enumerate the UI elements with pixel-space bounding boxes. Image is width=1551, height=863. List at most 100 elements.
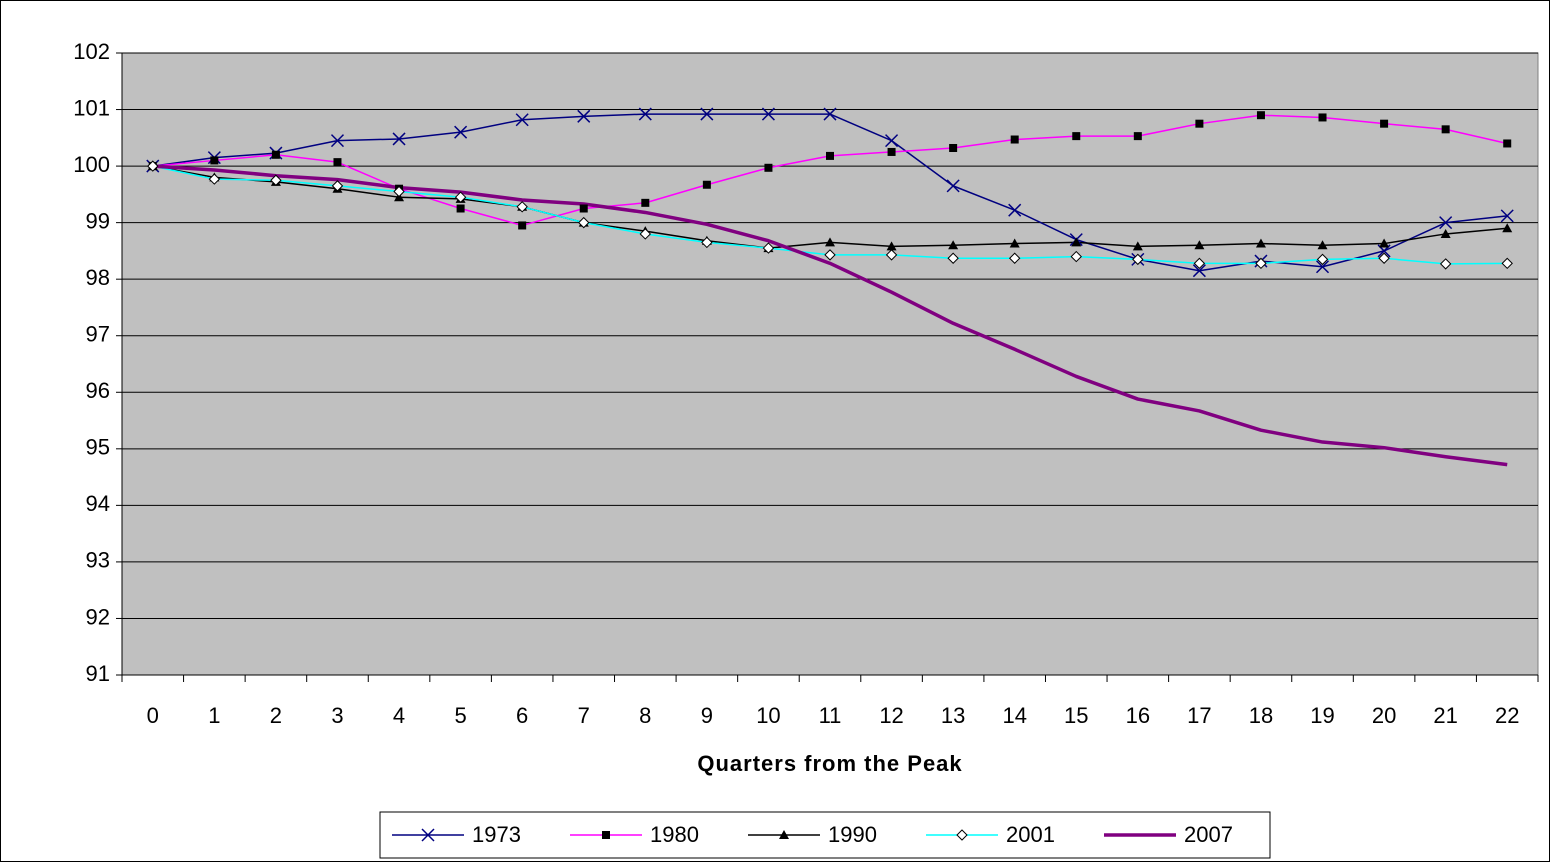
marker [701,236,713,249]
x-tick-label: 1 [208,703,220,728]
y-tick-label: 92 [86,604,110,629]
x-tick-label: 14 [1002,703,1026,728]
y-tick-label: 93 [86,548,110,573]
marker [1256,111,1265,120]
marker [948,240,959,250]
marker [1378,252,1390,264]
marker [641,198,650,207]
marker [578,216,590,229]
x-tick-label: 15 [1064,703,1088,728]
marker [1195,119,1204,128]
marker [1440,228,1451,238]
marker [393,185,405,198]
marker [210,156,219,165]
legend-label: 1980 [650,822,699,847]
x-tick-label: 2 [270,703,282,728]
marker [1317,240,1328,250]
marker [779,830,789,839]
x-tick-label: 16 [1126,703,1150,728]
y-tick-label: 97 [86,322,110,347]
marker [885,134,899,148]
x-tick-label: 4 [393,703,405,728]
marker [1439,216,1453,230]
x-tick-label: 17 [1187,703,1211,728]
legend-label: 2007 [1184,822,1233,847]
marker [885,249,898,261]
x-tick-label: 20 [1372,703,1396,728]
marker [761,107,775,121]
marker [1380,119,1389,128]
x-tick-label: 8 [639,703,651,728]
y-tick-label: 91 [86,661,110,686]
marker [824,249,836,261]
marker [1255,238,1266,248]
marker [1500,209,1514,223]
marker [946,179,960,193]
x-tick-label: 6 [516,703,528,728]
marker [602,831,610,839]
marker [421,828,435,842]
marker [1255,257,1267,270]
marker [1192,264,1206,278]
y-tick-label: 98 [86,265,110,290]
marker [1193,257,1206,270]
x-tick-label: 22 [1495,703,1519,728]
marker [1132,241,1143,251]
marker [825,237,835,247]
y-tick-label: 101 [73,95,110,120]
marker [577,109,591,123]
y-tick-label: 99 [86,208,110,233]
series-line [152,164,1508,467]
legend-label: 1990 [828,822,877,847]
marker [1133,132,1142,141]
marker [454,125,468,139]
y-tick-label: 102 [73,39,110,64]
marker [579,204,588,213]
marker [1132,253,1144,266]
marker [1009,238,1020,248]
marker [1008,203,1022,217]
y-tick-label: 96 [86,378,110,403]
x-tick-label: 9 [701,703,713,728]
marker [331,180,344,192]
marker [1072,132,1081,141]
marker [456,204,465,213]
marker [1194,240,1205,250]
marker [826,151,834,160]
marker [208,173,221,185]
marker [702,180,711,189]
marker [1441,125,1450,134]
marker [454,191,467,203]
marker [1070,250,1082,263]
x-axis-label: Quarters from the Peak [697,751,962,776]
y-tick-label: 95 [86,435,110,460]
marker [1071,237,1082,247]
plot-area [121,52,1539,676]
marker [518,221,527,230]
x-tick-label: 13 [941,703,965,728]
marker [270,174,282,186]
marker [947,252,959,264]
x-tick-label: 19 [1310,703,1334,728]
marker [1008,252,1021,264]
marker [956,829,968,841]
marker [886,241,897,251]
marker [1379,238,1390,248]
marker [333,158,342,167]
marker [271,150,280,159]
marker [515,113,529,127]
marker [762,242,775,254]
y-tick-label: 94 [86,491,110,516]
marker [1503,139,1512,148]
x-tick-label: 0 [147,703,159,728]
y-tick-label: 100 [73,152,110,177]
marker [1318,113,1327,122]
legend-label: 1973 [472,822,521,847]
marker [887,147,896,156]
x-tick-label: 7 [578,703,590,728]
x-tick-label: 10 [756,703,780,728]
marker [1010,135,1019,144]
legend-label: 2001 [1006,822,1055,847]
marker [1502,223,1513,233]
